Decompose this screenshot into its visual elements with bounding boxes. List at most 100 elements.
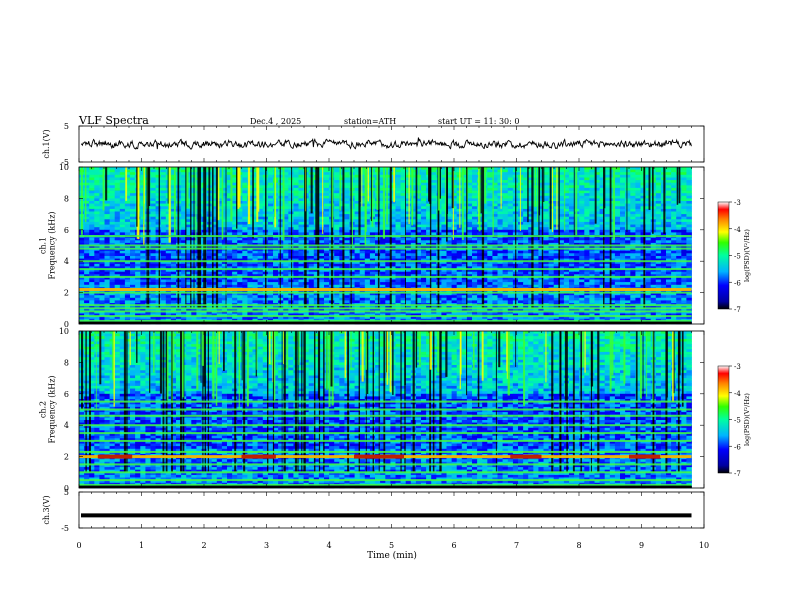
spectrogram-cell [681,250,687,254]
spectrogram-cell [119,245,126,249]
spectrogram-cell [99,203,105,207]
spectrogram-cell [99,232,105,236]
spectrogram-cell [594,227,600,231]
spectrogram-cell [507,261,514,265]
spectrogram-cell [507,227,514,231]
spectrogram-cell [400,258,407,262]
spectrogram-cell [497,208,503,212]
spectrogram-cell [609,203,616,207]
spectrogram-cell [671,261,677,265]
spectrogram-cell [548,250,555,254]
spectrogram-cell [614,187,621,191]
spectrogram-cell [614,172,621,176]
spectrogram-cell [160,203,167,207]
spectrogram-cell [130,193,136,197]
spectrogram-cell [89,258,95,262]
spectrogram-cell [324,193,330,197]
spectrogram-cell [599,172,606,176]
spectrogram-cell [599,203,606,207]
spectrogram-cell [380,269,386,273]
spectrogram-cell [278,261,284,265]
spectrogram-cell [232,266,238,270]
spectrogram-cell [497,216,503,220]
spectrogram-cell [354,229,361,233]
spectrogram-cell [400,245,407,249]
spectrogram-cell [594,232,600,236]
spectrogram-cell [395,203,401,207]
spectrogram-cell [359,169,366,173]
spectrogram-cell [604,266,611,270]
spectrogram-cell [170,190,177,194]
spectrogram-cell [227,229,233,233]
spectrogram-cell [640,245,646,249]
spectrogram-cell [79,240,85,244]
spectrogram-cell [150,211,156,215]
spectrogram-cell [359,232,366,236]
spectrogram-cell [308,227,315,231]
spectrogram-cell [645,203,652,207]
spectrogram-cell [502,177,509,181]
spectrogram-cell [635,180,641,184]
spectrogram-cell [579,195,585,199]
spectrogram-cell [155,198,162,202]
spectrogram-cell [84,242,90,246]
spectrogram-cell [140,258,146,262]
spectrogram-cell [563,250,570,254]
spectrogram-cell [635,201,641,204]
spectrogram-cell [405,263,412,267]
spectrogram-cell [288,177,294,181]
spectrogram-cell [451,219,458,223]
spectrogram-cell [584,240,590,244]
spectrogram-cell [344,271,350,275]
spectrogram-cell [104,263,110,267]
spectrogram-cell [461,253,468,257]
spectrogram-cell [410,185,417,189]
spectrogram-cell [206,261,213,265]
spectrogram-cell [523,203,529,207]
spectrogram-cell [114,174,121,178]
spectrogram-cell [446,177,452,181]
spectrogram-cell [273,269,279,273]
spectrogram-cell [405,224,412,228]
spectrogram-cell [155,271,162,275]
spectrogram-cell [599,256,606,259]
spectrogram-cell [487,174,493,178]
spectrogram-cell [283,203,289,207]
spectrogram-cell [482,232,488,236]
spectrogram-cell [216,182,223,186]
spectrogram-cell [528,219,534,223]
spectrogram-cell [599,190,606,194]
spectrogram-cell [472,177,478,181]
spectrogram-cell [165,256,172,259]
spectrogram-cell [150,245,156,249]
spectrogram-cell [293,180,299,184]
spectrogram-cell [574,269,580,273]
spectrogram-cell [569,245,575,249]
spectrogram-cell [446,263,452,267]
spectrogram-cell [405,221,412,225]
spectrogram-cell [278,263,284,267]
spectrogram-cell [579,221,585,225]
spectrogram-cell [502,242,509,246]
spectrogram-cell [461,258,468,262]
spectrogram-cell [441,214,447,218]
spectrogram-cell [625,193,631,197]
spectrogram-cell [165,258,172,262]
spectrogram-cell [640,219,646,223]
spectrogram-cell [334,198,340,202]
spectrogram-cell [232,180,238,184]
spectrogram-cell [660,253,667,257]
spectrogram-cell [466,229,473,233]
spectrogram-cell [584,261,590,265]
spectrogram-cell [492,229,498,233]
spectrogram-cell [170,177,177,181]
spectrogram-cell [579,269,585,273]
spectrogram-cell [109,174,116,178]
spectrogram-cell [497,167,503,170]
spectrogram-cell [283,266,289,270]
spectrogram-cell [344,232,350,236]
spectrogram-cell [635,253,641,257]
spectrogram-cell [421,216,427,220]
spectrogram-cell [487,258,493,262]
spectrogram-cell [385,219,391,223]
